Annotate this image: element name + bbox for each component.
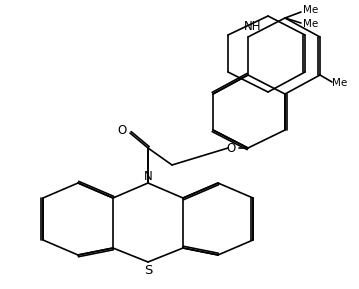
Text: Me: Me <box>303 19 318 29</box>
Text: Me: Me <box>303 5 318 15</box>
Text: Me: Me <box>332 78 347 88</box>
Text: NH: NH <box>244 21 262 34</box>
Text: O: O <box>117 123 127 136</box>
Text: N: N <box>144 171 152 184</box>
Text: O: O <box>227 142 236 155</box>
Text: S: S <box>144 264 152 277</box>
